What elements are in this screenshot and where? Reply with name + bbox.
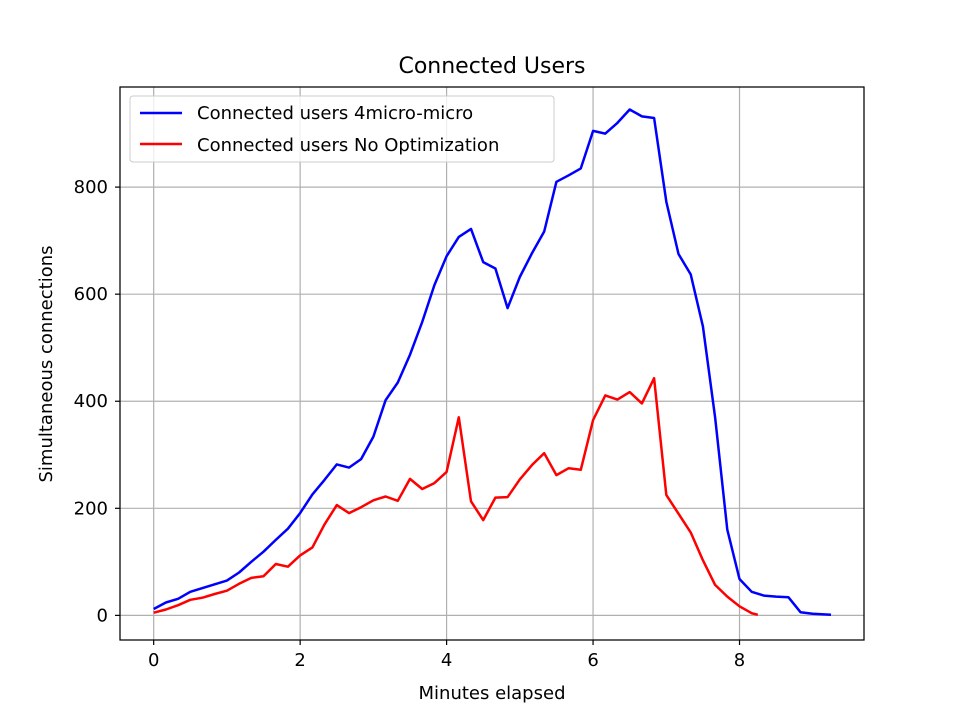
y-tick-label: 800 bbox=[74, 177, 108, 198]
x-tick-label: 4 bbox=[441, 650, 452, 671]
series-line-4micro-micro bbox=[153, 108, 832, 617]
plot-frame bbox=[119, 86, 865, 641]
chart-title: Connected Users bbox=[398, 54, 585, 79]
y-axis: 0 200 400 600 800 bbox=[74, 177, 120, 626]
y-tick-label: 200 bbox=[74, 498, 108, 519]
x-axis: 0 2 4 6 8 bbox=[148, 640, 745, 671]
series-lines bbox=[153, 108, 832, 617]
legend-label-no-optimization: Connected users No Optimization bbox=[197, 135, 499, 156]
plot-area-background bbox=[120, 87, 864, 640]
y-tick-label: 600 bbox=[74, 284, 108, 305]
series-line-no-optimization bbox=[153, 376, 759, 617]
y-tick-label: 0 bbox=[97, 605, 108, 626]
x-axis-title: Minutes elapsed bbox=[419, 683, 566, 704]
x-tick-label: 8 bbox=[734, 650, 745, 671]
y-tick-label: 400 bbox=[74, 391, 108, 412]
x-tick-label: 2 bbox=[294, 650, 305, 671]
y-axis-title: Simultaneous connections bbox=[36, 245, 57, 482]
x-tick-label: 6 bbox=[587, 650, 598, 671]
x-tick-label: 0 bbox=[148, 650, 159, 671]
legend: Connected users 4micro-micro Connected u… bbox=[129, 95, 555, 163]
legend-label-4micro-micro: Connected users 4micro-micro bbox=[197, 103, 473, 124]
grid-lines bbox=[120, 87, 864, 640]
legend-box bbox=[129, 95, 555, 163]
